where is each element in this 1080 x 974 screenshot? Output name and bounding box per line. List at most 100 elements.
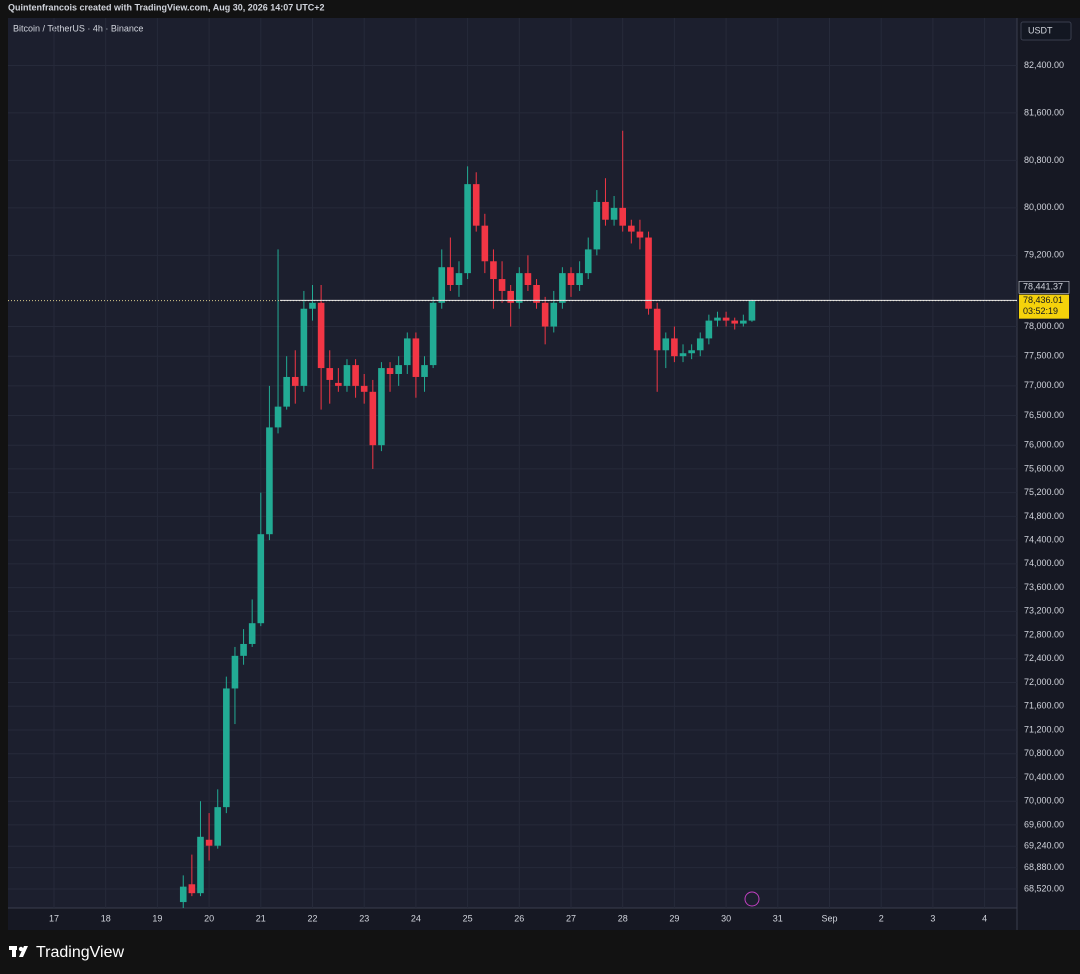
candle-body (266, 427, 273, 535)
candle-body (559, 273, 566, 303)
candle-body (214, 807, 222, 846)
candle-body (628, 225, 635, 232)
candle-body (714, 317, 721, 321)
y-tick-label: 71,200.00 (1024, 724, 1064, 734)
x-tick-label: 24 (411, 913, 421, 923)
candle-body (748, 300, 756, 321)
candle-body (455, 273, 463, 285)
candle-body (516, 273, 523, 303)
y-tick-label: 75,200.00 (1024, 487, 1064, 497)
y-tick-label: 72,400.00 (1024, 653, 1064, 663)
candle-body (231, 655, 239, 689)
candle-body (309, 302, 316, 309)
candle-body (593, 201, 601, 250)
candle-body (619, 207, 626, 226)
candle-body (188, 884, 196, 894)
x-tick-label: 28 (618, 913, 628, 923)
candle-body (541, 302, 549, 327)
candle-body (205, 839, 213, 846)
y-tick-label: 73,600.00 (1024, 582, 1064, 592)
chart-title: Bitcoin / TetherUS · 4h · Binance (13, 23, 143, 33)
event-icon (744, 891, 760, 907)
y-tick-label: 72,000.00 (1024, 677, 1064, 687)
y-tick-label: 73,200.00 (1024, 606, 1064, 616)
y-tick-label: 71,600.00 (1024, 701, 1064, 711)
x-tick-label: 17 (49, 913, 59, 923)
candle-body (317, 302, 325, 369)
candle-body (576, 273, 583, 285)
x-tick-label: 18 (101, 913, 111, 923)
candle-body (490, 261, 497, 280)
candle-body (472, 184, 480, 226)
candle-body (343, 365, 351, 386)
y-tick-label: 68,520.00 (1024, 883, 1064, 893)
y-tick-label: 75,600.00 (1024, 463, 1064, 473)
countdown: 03:52:19 (1023, 306, 1058, 316)
candle-body (378, 368, 385, 446)
candle-body (740, 320, 747, 324)
y-tick-label: 74,400.00 (1024, 535, 1064, 545)
candle-body (696, 338, 704, 351)
y-tick-label: 74,800.00 (1024, 511, 1064, 521)
time-axis (8, 908, 1017, 930)
candle-body (705, 320, 713, 339)
y-tick-label: 76,000.00 (1024, 440, 1064, 450)
current-price-label: 78,436.01 (1023, 295, 1063, 305)
reference-price-box (1018, 281, 1070, 294)
x-tick-label: 22 (307, 913, 317, 923)
candle-body (412, 338, 420, 377)
candle-body (610, 207, 618, 220)
current-price-box (1019, 294, 1069, 319)
candle-body (291, 376, 299, 386)
candle-body (481, 225, 489, 262)
y-tick-label: 70,400.00 (1024, 772, 1064, 782)
brand: TradingView (36, 944, 124, 961)
x-tick-label: 21 (256, 913, 266, 923)
candle-body (335, 382, 342, 386)
x-tick-label: 3 (930, 913, 935, 923)
x-tick-label: 27 (566, 913, 576, 923)
candle-body (550, 302, 558, 327)
candle-body (197, 836, 204, 894)
y-tick-label: 81,600.00 (1024, 107, 1064, 117)
x-tick-label: 29 (669, 913, 679, 923)
logo (9, 946, 28, 957)
candle-body (567, 273, 575, 285)
x-tick-label: 19 (152, 913, 162, 923)
y-tick-label: 69,600.00 (1024, 819, 1064, 829)
y-tick-label: 70,000.00 (1024, 796, 1064, 806)
candle-body (662, 338, 670, 351)
candle-body (395, 365, 402, 374)
candle-body (257, 534, 265, 624)
candle-body (179, 886, 187, 903)
candle-body (602, 201, 609, 220)
candle-body (248, 623, 256, 644)
candle-body (498, 279, 506, 291)
candle-body (524, 273, 532, 285)
candle-body (223, 688, 230, 808)
candle-body (636, 231, 644, 238)
candle-body (403, 338, 411, 366)
candle-body (369, 391, 377, 446)
y-tick-label: 70,800.00 (1024, 748, 1064, 758)
candle-body (438, 267, 446, 303)
attribution: Quintenfrancois created with TradingView… (8, 2, 325, 12)
candle-body (731, 320, 739, 324)
currency-box (1020, 21, 1072, 41)
x-tick-label: 30 (721, 913, 731, 923)
candle-body (464, 184, 471, 274)
y-tick-label: 82,400.00 (1024, 60, 1064, 70)
x-tick-label: Sep (821, 913, 837, 923)
y-tick-label: 78,000.00 (1024, 321, 1064, 331)
price-axis (1017, 18, 1080, 930)
y-tick-label: 74,000.00 (1024, 558, 1064, 568)
candle-body (240, 643, 247, 656)
candle-body (679, 353, 687, 357)
candle-body (671, 338, 678, 357)
candle-body (386, 368, 394, 374)
candle-body (274, 406, 282, 428)
plot-area (8, 18, 1017, 908)
candle-body (688, 350, 695, 354)
y-tick-label: 79,200.00 (1024, 250, 1064, 260)
